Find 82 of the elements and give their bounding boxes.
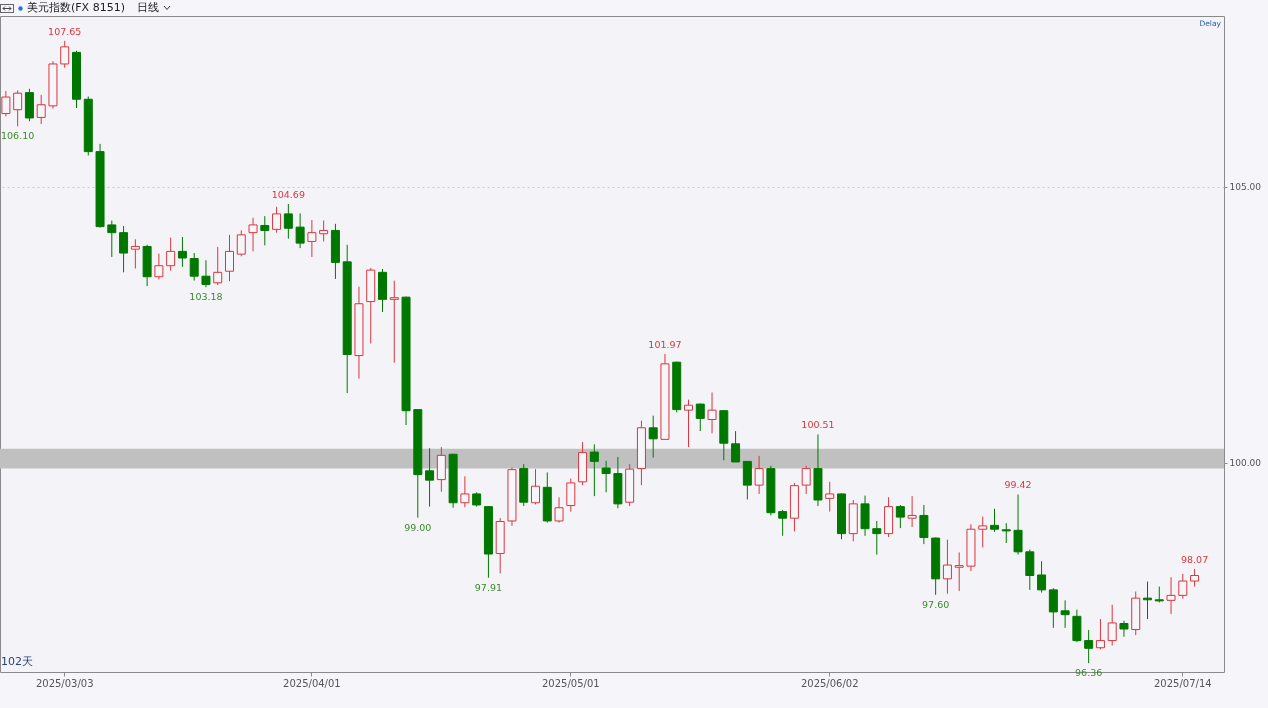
candlestick [1107,604,1117,647]
x-tick-label: 2025/06/02 [800,677,859,689]
candlestick [213,246,223,286]
annotation: 96.36 [1075,667,1103,679]
candlestick [248,217,258,252]
y-tick-label: 105.00 [1229,182,1262,193]
candlestick [225,234,234,282]
candlestick [1095,618,1105,650]
candlestick [201,259,211,288]
candlestick [825,481,835,513]
candlestick [119,225,129,273]
candlestick [648,415,658,459]
annotation: 99.00 [404,521,432,533]
candlestick [778,509,788,537]
candlestick [1025,549,1035,591]
annotation: 104.69 [271,188,305,200]
candlestick [154,253,164,280]
candlestick [554,496,564,524]
candlestick [872,520,882,556]
x-tick-label: 2025/03/03 [35,677,94,689]
candlestick [707,392,717,434]
annotation: 107.65 [48,25,82,37]
annotation: 103.18 [189,291,223,303]
candlestick [307,219,317,258]
candlestick [695,403,705,432]
candlestick [1178,573,1188,600]
candlestick [283,203,293,240]
candlestick [1001,522,1011,544]
candlestick [895,504,905,529]
candlestick [954,551,964,592]
candlestick [13,89,23,127]
candlestick [295,212,305,249]
candlestick [531,468,540,505]
candlestick [684,399,693,448]
chart-subtitle: 日线 [136,0,159,16]
x-tick-label: 2025/04/01 [283,677,341,689]
candlestick [978,516,988,548]
candlestick [130,238,140,269]
annotation: 100.51 [801,419,835,431]
candlestick [189,252,199,282]
annotation: 106.10 [1,130,35,142]
annotation: 97.91 [474,581,503,593]
y-tick-label: 100.00 [1229,458,1262,469]
candlestick [742,460,752,500]
candlestick [589,443,599,497]
candlestick [60,40,70,69]
x-tick-label: 2025/07/14 [1153,677,1212,689]
candlestick [107,220,117,258]
candlestick [919,504,929,545]
candlestick [236,229,246,257]
candlestick [1048,587,1058,629]
candlestick [1084,629,1094,664]
candlestick [1013,493,1023,556]
annotation: 101.97 [648,338,682,350]
candlestick [1037,560,1047,594]
candlestick [566,478,576,513]
candlestick [990,508,999,533]
candlestick [1166,576,1176,615]
candlestick [942,539,952,595]
candlestick [260,215,270,246]
annotation: 97.60 [922,598,950,610]
candlestick [801,465,811,495]
annotation: 99.42 [1004,479,1032,491]
candlestick [1119,620,1129,638]
candlestick [389,280,399,364]
candlestick [177,236,187,268]
candlestick [36,94,46,125]
annotation: 98.07 [1180,553,1209,565]
candlestick [1060,599,1070,629]
candlestick [460,475,470,508]
candlestick [731,430,741,463]
candlestick [1143,581,1152,620]
chart-title: 美元指数(FX 8151) [27,0,125,16]
candlestick [272,206,282,234]
candlestick [166,237,176,272]
x-tick-label: 2025/05/01 [541,677,600,689]
candlestick [907,495,917,528]
candlestick [754,455,764,495]
candlestick [601,460,611,493]
annotation: 102天 [1,655,33,668]
candlestick [319,220,329,242]
candlestick [425,447,435,508]
